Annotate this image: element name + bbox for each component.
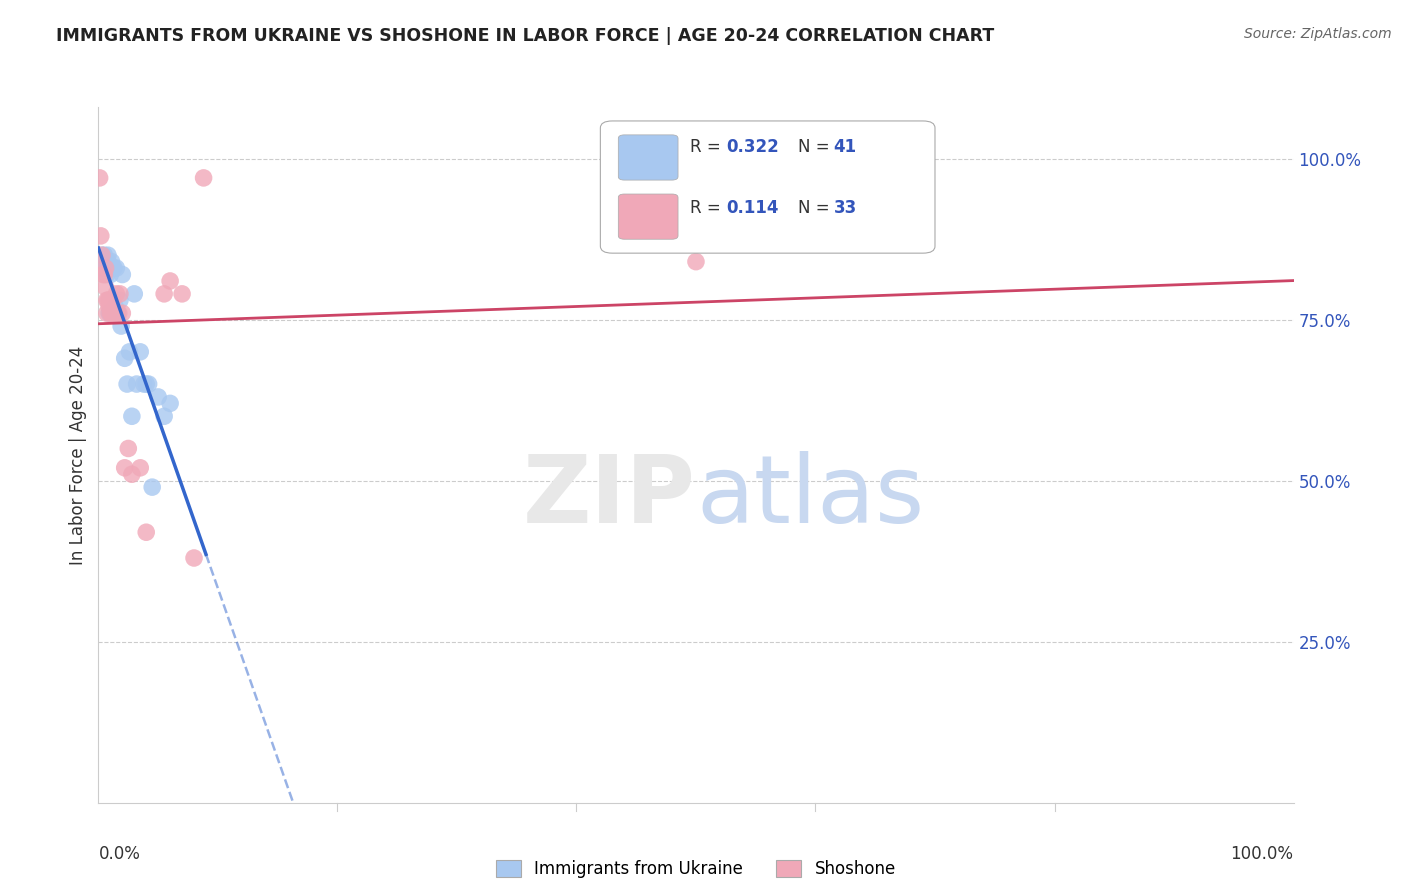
Text: 0.114: 0.114 — [725, 199, 779, 217]
Point — [100, 254, 122, 268]
Point — [100, 306, 122, 320]
Point — [114, 460, 136, 475]
Point — [98, 293, 121, 308]
Point — [135, 525, 157, 540]
Point — [93, 268, 115, 282]
Point — [93, 261, 115, 276]
Point — [159, 274, 181, 288]
Point — [93, 254, 115, 268]
Point — [108, 286, 131, 301]
Text: 41: 41 — [834, 138, 856, 156]
Point — [124, 286, 146, 301]
Point — [91, 254, 114, 268]
Point — [94, 280, 117, 294]
Point — [90, 261, 112, 276]
Point — [114, 351, 136, 366]
Point — [98, 306, 122, 320]
Point — [132, 377, 155, 392]
FancyBboxPatch shape — [619, 194, 678, 239]
Point — [93, 248, 115, 262]
Point — [91, 261, 114, 276]
Point — [103, 306, 125, 320]
Point — [110, 319, 132, 334]
Point — [129, 460, 152, 475]
Point — [90, 228, 112, 243]
Text: atlas: atlas — [696, 450, 924, 542]
Point — [96, 254, 118, 268]
Point — [91, 248, 114, 262]
Text: 33: 33 — [834, 199, 856, 217]
Point — [97, 254, 120, 268]
Point — [111, 306, 134, 320]
Point — [118, 344, 141, 359]
Point — [685, 254, 707, 268]
Point — [103, 261, 125, 276]
Point — [98, 300, 121, 314]
Point — [107, 306, 129, 320]
Text: Source: ZipAtlas.com: Source: ZipAtlas.com — [1244, 27, 1392, 41]
Point — [96, 306, 118, 320]
Point — [121, 467, 143, 482]
Point — [125, 377, 148, 392]
Point — [107, 306, 129, 320]
Point — [96, 268, 118, 282]
Point — [91, 248, 114, 262]
Point — [183, 551, 205, 566]
Point — [94, 261, 117, 276]
Point — [97, 293, 120, 308]
Point — [105, 261, 128, 276]
Point — [148, 390, 170, 404]
FancyBboxPatch shape — [600, 121, 935, 253]
Text: 0.0%: 0.0% — [98, 845, 141, 863]
Point — [101, 293, 124, 308]
Point — [98, 261, 122, 276]
Y-axis label: In Labor Force | Age 20-24: In Labor Force | Age 20-24 — [69, 345, 87, 565]
Point — [121, 409, 143, 424]
Text: N =: N = — [797, 138, 834, 156]
Point — [107, 306, 129, 320]
Point — [135, 377, 157, 392]
Point — [104, 306, 127, 320]
Point — [94, 261, 117, 276]
Point — [104, 300, 127, 314]
Point — [172, 286, 194, 301]
Text: R =: R = — [690, 138, 725, 156]
Point — [96, 293, 118, 308]
Point — [98, 306, 121, 320]
Point — [111, 268, 134, 282]
Point — [193, 170, 215, 185]
Point — [138, 377, 160, 392]
Text: N =: N = — [797, 199, 834, 217]
Text: 0.322: 0.322 — [725, 138, 779, 156]
Point — [108, 293, 131, 308]
Point — [159, 396, 181, 410]
FancyBboxPatch shape — [619, 135, 678, 180]
Point — [153, 286, 176, 301]
Text: 100.0%: 100.0% — [1230, 845, 1294, 863]
Text: IMMIGRANTS FROM UKRAINE VS SHOSHONE IN LABOR FORCE | AGE 20-24 CORRELATION CHART: IMMIGRANTS FROM UKRAINE VS SHOSHONE IN L… — [56, 27, 994, 45]
Point — [129, 344, 152, 359]
Point — [94, 254, 117, 268]
Point — [115, 377, 138, 392]
Point — [141, 480, 163, 494]
Point — [97, 248, 120, 262]
Point — [105, 286, 128, 301]
Point — [89, 170, 111, 185]
Point — [91, 254, 114, 268]
Point — [91, 268, 114, 282]
Point — [117, 442, 139, 456]
Legend: Immigrants from Ukraine, Shoshone: Immigrants from Ukraine, Shoshone — [489, 854, 903, 885]
Point — [153, 409, 176, 424]
Point — [89, 254, 111, 268]
Text: R =: R = — [690, 199, 731, 217]
Point — [101, 261, 124, 276]
Text: ZIP: ZIP — [523, 450, 696, 542]
Point — [98, 268, 122, 282]
